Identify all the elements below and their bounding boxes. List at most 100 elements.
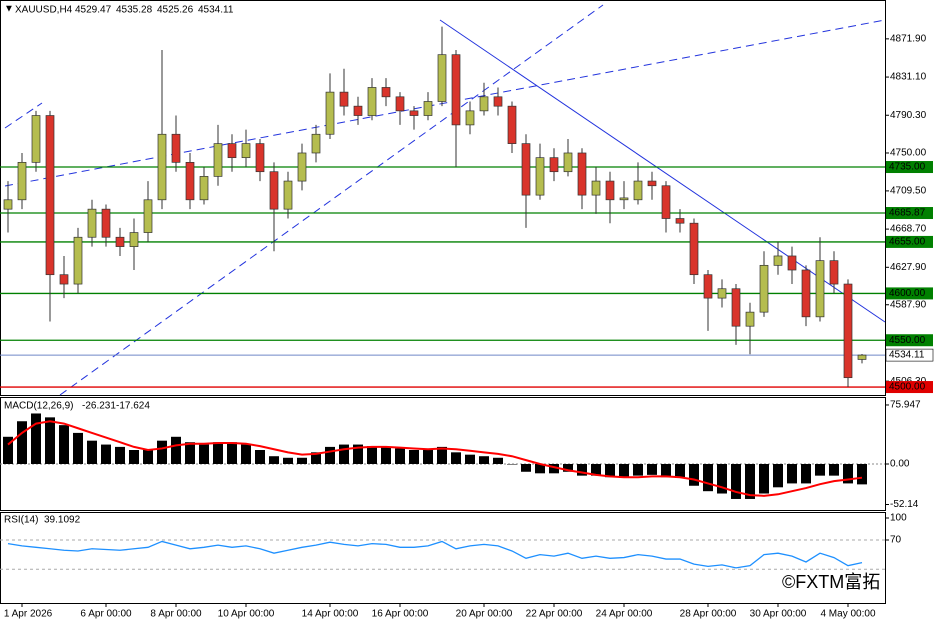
x-tick-label: 6 Apr 00:00 bbox=[80, 609, 132, 620]
candle-body bbox=[185, 161, 195, 201]
level-label-box bbox=[886, 381, 933, 394]
candle-body bbox=[703, 274, 713, 299]
candle-body bbox=[451, 54, 461, 126]
macd-bar bbox=[437, 446, 447, 464]
macd-bar bbox=[717, 463, 727, 494]
macd-bar bbox=[87, 440, 97, 464]
macd-bar bbox=[73, 432, 83, 464]
macd-bar bbox=[773, 463, 783, 488]
candle-body bbox=[283, 180, 293, 210]
x-tick-label: 10 Apr 00:00 bbox=[218, 609, 275, 620]
macd-bar bbox=[787, 463, 797, 484]
rsi-title: RSI(14) bbox=[4, 515, 38, 526]
macd-bar bbox=[829, 463, 839, 476]
x-tick-label: 1 Apr 2026 bbox=[4, 609, 53, 620]
candle-body bbox=[647, 180, 657, 187]
signal-value: -17.624 bbox=[116, 401, 150, 412]
y-tick-label: 4750.00 bbox=[890, 148, 927, 159]
candle-body bbox=[843, 283, 853, 379]
macd-bar bbox=[647, 463, 657, 475]
macd-bar bbox=[101, 444, 111, 464]
candle-body bbox=[717, 288, 727, 299]
macd-value: -26.231 bbox=[82, 401, 116, 412]
x-tick-label: 4 May 00:00 bbox=[820, 609, 875, 620]
candle-body bbox=[31, 115, 41, 163]
candle-body bbox=[689, 222, 699, 276]
macd-bar bbox=[381, 446, 391, 464]
macd-bar bbox=[507, 463, 517, 465]
candle-body bbox=[339, 91, 349, 107]
macd-bar bbox=[563, 463, 573, 472]
current-price-label: 4534.11 bbox=[889, 350, 925, 361]
macd-bar bbox=[325, 446, 335, 464]
y-tick-label: 75.947 bbox=[890, 400, 921, 411]
x-tick-label: 14 Apr 00:00 bbox=[302, 609, 359, 620]
macd-bar bbox=[311, 452, 321, 464]
macd-bar bbox=[339, 444, 349, 464]
macd-bar bbox=[185, 442, 195, 464]
candle-body bbox=[101, 208, 111, 238]
level-label-box bbox=[886, 334, 933, 347]
trend-line bbox=[4, 19, 886, 187]
macd-bar bbox=[731, 463, 741, 499]
x-tick-label: 28 Apr 00:00 bbox=[680, 609, 737, 620]
signal-line bbox=[7, 420, 863, 497]
macd-bar bbox=[479, 456, 489, 464]
macd-bar bbox=[843, 463, 853, 484]
candle-body bbox=[171, 133, 181, 163]
menu-icon[interactable]: ▼ bbox=[4, 4, 14, 15]
macd-bar bbox=[241, 444, 251, 464]
macd-bar bbox=[353, 444, 363, 464]
candle-body bbox=[73, 236, 83, 285]
candle-body bbox=[465, 110, 475, 126]
candle-body bbox=[143, 199, 153, 233]
ohlc-low: 4525.26 bbox=[157, 5, 194, 16]
y-tick-label: 4831.10 bbox=[890, 72, 927, 83]
macd-bar bbox=[395, 448, 405, 464]
macd-bar bbox=[367, 446, 377, 464]
macd-bar bbox=[605, 463, 615, 478]
ohlc-high: 4535.28 bbox=[116, 5, 153, 16]
macd-bar bbox=[577, 463, 587, 476]
candle-body bbox=[311, 133, 321, 154]
macd-bar bbox=[45, 417, 55, 464]
macd-panel bbox=[0, 397, 886, 511]
macd-title: MACD(12,26,9) bbox=[4, 401, 73, 412]
y-tick-label: 4627.90 bbox=[890, 262, 927, 273]
trend-line bbox=[439, 19, 886, 323]
candle-body bbox=[45, 115, 55, 276]
x-tick-label: 16 Apr 00:00 bbox=[372, 609, 429, 620]
macd-bar bbox=[31, 413, 41, 464]
macd-bar bbox=[633, 463, 643, 476]
candle-body bbox=[675, 218, 685, 224]
x-tick-label: 22 Apr 00:00 bbox=[526, 609, 583, 620]
level-label-box bbox=[886, 207, 933, 220]
candle-body bbox=[423, 101, 433, 116]
macd-bar bbox=[59, 425, 69, 464]
candle-body bbox=[227, 143, 237, 159]
macd-bar bbox=[129, 450, 139, 464]
candle-body bbox=[381, 87, 391, 98]
macd-bar bbox=[213, 442, 223, 464]
candle-body bbox=[157, 133, 167, 201]
candle-body bbox=[3, 199, 13, 210]
macd-bar bbox=[815, 463, 825, 476]
candle-body bbox=[577, 152, 587, 196]
y-tick-label: 4709.50 bbox=[890, 186, 927, 197]
candle-body bbox=[17, 161, 27, 201]
y-tick-label: 100 bbox=[890, 513, 907, 524]
main-panel bbox=[0, 0, 886, 396]
ohlc-open: 4529.47 bbox=[75, 5, 112, 16]
candle-body bbox=[241, 143, 251, 159]
trend-line bbox=[59, 4, 604, 396]
y-tick-label: 4790.30 bbox=[890, 110, 927, 121]
macd-bar bbox=[689, 463, 699, 486]
x-tick-label: 24 Apr 00:00 bbox=[596, 609, 653, 620]
macd-bar bbox=[409, 450, 419, 464]
macd-bar bbox=[269, 456, 279, 464]
macd-bar bbox=[3, 436, 13, 464]
candle-body bbox=[801, 269, 811, 318]
level-label: 4600.00 bbox=[889, 288, 926, 299]
macd-bar bbox=[115, 446, 125, 464]
macd-bar bbox=[745, 463, 755, 499]
